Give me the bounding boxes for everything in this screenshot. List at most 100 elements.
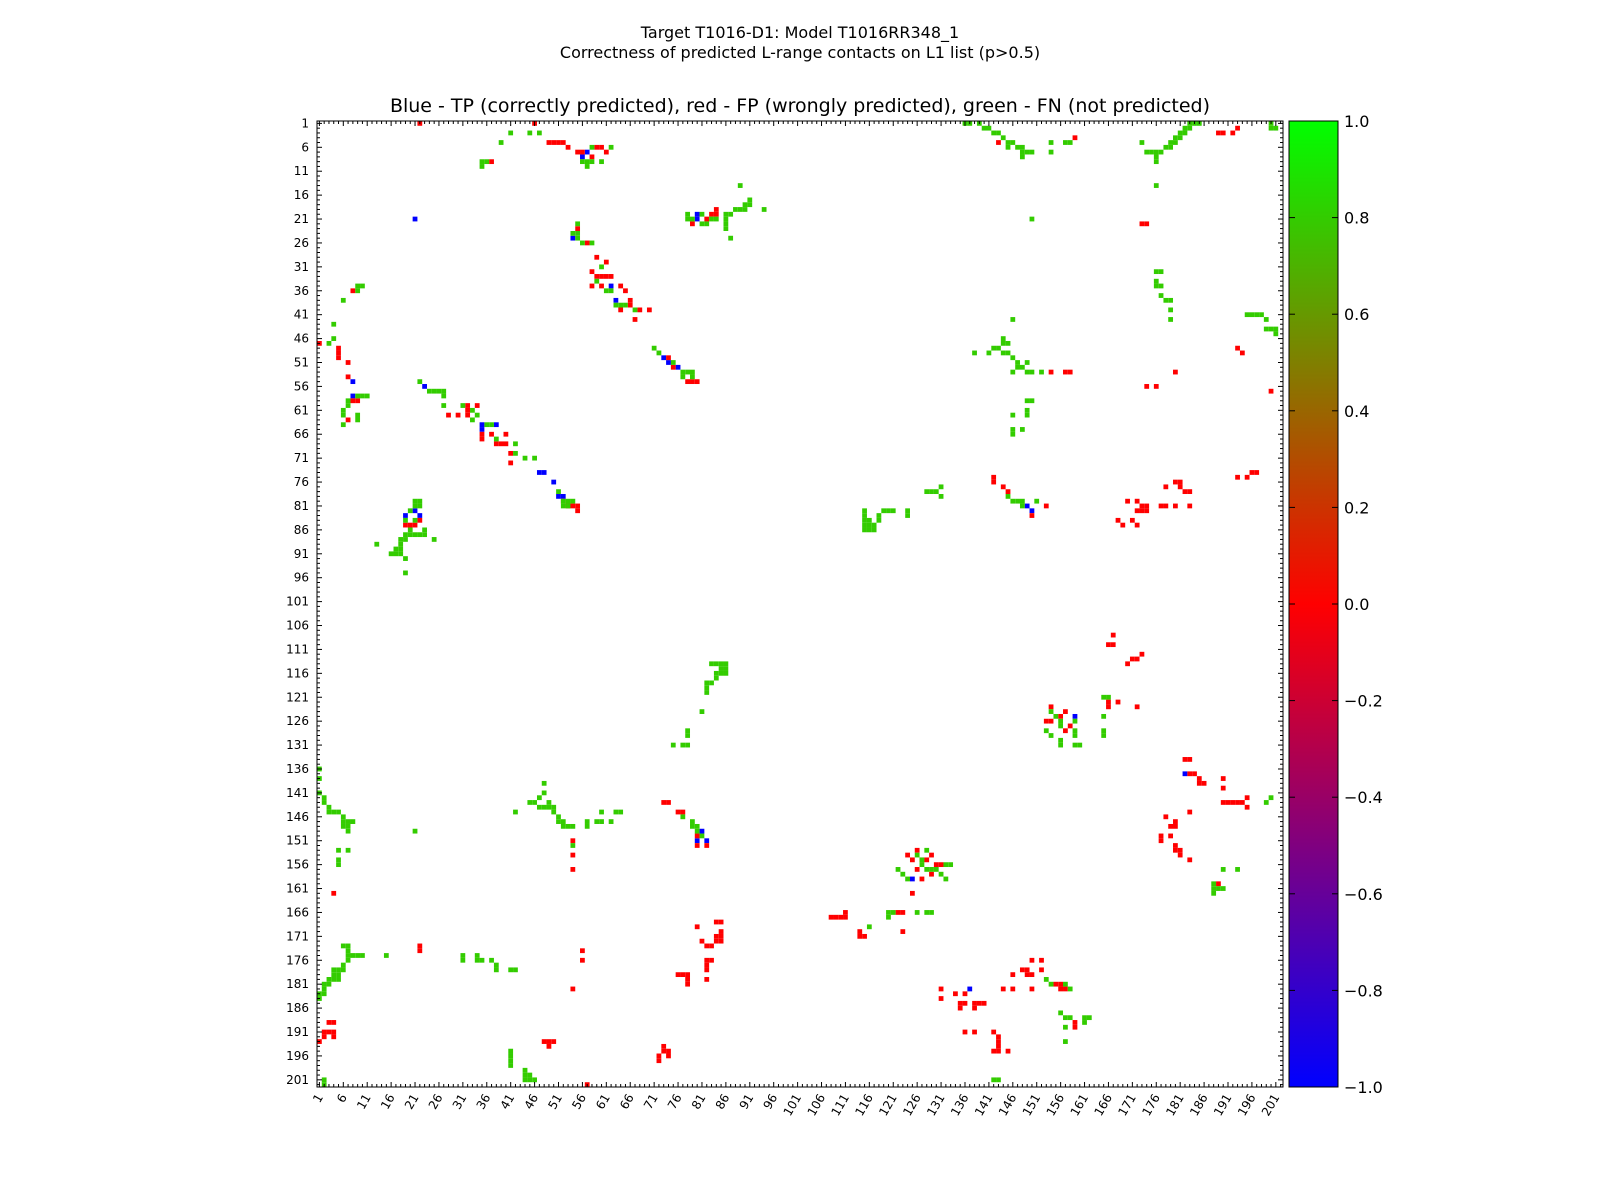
contact-cell-fn	[690, 823, 695, 829]
contact-cell-fp	[924, 857, 930, 863]
contact-cell-tp	[694, 211, 700, 217]
contact-cell-fn	[1211, 881, 1217, 887]
contact-cell-fn	[527, 1072, 533, 1078]
contact-cell-fp	[694, 924, 700, 930]
contact-cell-tp	[661, 355, 667, 361]
contact-cell-fp	[694, 379, 700, 385]
contact-cell-fp	[489, 159, 494, 165]
contact-cell-fp	[546, 140, 552, 145]
contact-cell-fp	[933, 862, 939, 868]
contact-cell-fp	[575, 226, 581, 231]
contact-cell-fp	[589, 269, 595, 275]
contact-cell-fn	[1053, 713, 1059, 719]
contact-cell-fn	[340, 819, 346, 824]
contact-cell-fn	[350, 819, 356, 824]
contact-cell-fp	[1125, 661, 1130, 667]
y-tick-label: 6	[301, 140, 309, 154]
contact-cell-fp	[1005, 1048, 1011, 1054]
contact-cell-fn	[1005, 140, 1011, 145]
y-tick-label: 21	[294, 212, 309, 226]
contact-cell-fn	[1010, 140, 1016, 145]
x-tick-label: 186	[1187, 1092, 1211, 1119]
contact-cell-fn	[1029, 398, 1035, 404]
contact-cell-fn	[680, 742, 686, 748]
contact-cell-fp	[455, 412, 461, 418]
contact-cell-fn	[508, 130, 514, 136]
colorbar-tick-label: −0.8	[1344, 981, 1383, 1000]
contact-cell-tp	[479, 422, 485, 428]
contact-cell-fn	[532, 1077, 537, 1083]
contact-cell-fn	[1058, 718, 1064, 724]
contact-cell-fn	[685, 369, 691, 375]
contact-cell-fn	[551, 809, 557, 815]
contact-cell-fn	[522, 455, 528, 461]
chart-title: Target T1016-D1: Model T1016RR348_1	[640, 23, 960, 42]
colorbar	[1288, 120, 1339, 1088]
contact-cell-fn	[1235, 867, 1240, 872]
contact-cell-tp	[580, 154, 585, 160]
contact-cell-fp	[623, 288, 628, 294]
contact-cell-fp	[929, 852, 934, 858]
contact-cell-fn	[1263, 800, 1269, 805]
axes-title: Blue - TP (correctly predicted), red - F…	[389, 95, 1211, 117]
contact-cell-fp	[479, 431, 485, 437]
contact-cell-fp	[938, 862, 944, 868]
contact-cell-fn	[1220, 867, 1226, 872]
contact-cell-fn	[924, 867, 930, 872]
contact-cell-fn	[1063, 1039, 1068, 1044]
contact-cell-fn	[1010, 355, 1016, 361]
contact-cell-fn	[680, 369, 686, 375]
x-tick-label: 111	[828, 1092, 852, 1119]
contact-cell-fn	[1273, 331, 1279, 337]
contact-cell-fp	[1235, 345, 1240, 351]
contact-cell-fp	[909, 857, 915, 863]
contact-cell-fn	[493, 962, 499, 968]
contact-cell-fp	[1173, 479, 1178, 485]
contact-cell-fn	[321, 795, 327, 801]
contact-cell-fn	[460, 403, 466, 408]
y-tick-label: 16	[294, 188, 309, 202]
contact-cell-fp	[843, 914, 848, 920]
contact-cell-fp	[1139, 503, 1145, 509]
contact-cell-fp	[345, 417, 351, 423]
contact-cell-fp	[1163, 484, 1169, 490]
contact-cell-fn	[1048, 140, 1054, 145]
contact-cell-tp	[493, 422, 499, 428]
contact-cell-fn	[1177, 130, 1183, 136]
contact-cell-fn	[1019, 503, 1025, 509]
contact-cell-fp	[1129, 517, 1135, 523]
contact-cell-fn	[866, 527, 872, 533]
contact-cell-fn	[1015, 364, 1020, 370]
y-tick-label: 161	[286, 882, 309, 896]
contact-cell-fn	[991, 130, 997, 136]
contact-cell-tp	[536, 470, 542, 475]
contact-cell-fn	[336, 809, 341, 815]
contact-cell-fn	[336, 977, 341, 982]
contact-cell-tp	[412, 508, 418, 514]
contact-cell-fp	[1192, 771, 1197, 777]
contact-cell-fn	[1077, 742, 1083, 748]
contact-cell-fp	[1239, 800, 1245, 805]
contact-cell-fn	[360, 283, 365, 289]
contact-cell-fn	[345, 957, 351, 963]
contact-cell-fn	[924, 489, 930, 495]
contact-cell-fn	[556, 819, 561, 824]
contact-cell-fn	[699, 211, 705, 217]
contact-cell-fn	[1072, 728, 1078, 734]
contact-cell-fn	[460, 957, 466, 963]
contact-cell-fn	[1005, 340, 1011, 346]
contact-cell-fp	[551, 140, 557, 145]
contact-cell-fn	[713, 216, 719, 222]
contact-cell-fp	[709, 943, 714, 949]
contact-cell-fn	[340, 422, 346, 428]
x-tick-label: 181	[1163, 1092, 1187, 1119]
contact-cell-fp	[704, 977, 710, 982]
contact-cell-fn	[742, 207, 748, 212]
contact-cell-fn	[699, 833, 705, 839]
contact-cell-fp	[1158, 833, 1164, 839]
contact-cell-fp	[637, 307, 643, 313]
contact-cell-fn	[599, 809, 604, 815]
contact-cell-fn	[1163, 297, 1169, 303]
contact-cell-fn	[670, 742, 676, 748]
y-tick-label: 176	[286, 953, 309, 967]
